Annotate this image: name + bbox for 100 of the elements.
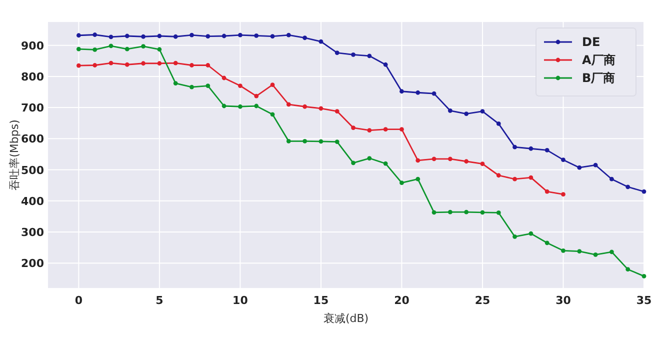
point — [642, 189, 646, 194]
point — [334, 50, 340, 55]
point — [528, 175, 534, 180]
point — [480, 210, 485, 215]
point — [286, 32, 291, 38]
point — [400, 127, 404, 132]
x-tick-label: 20 — [394, 294, 410, 307]
point — [238, 84, 242, 88]
point — [270, 112, 275, 117]
y-tick-label: 500 — [21, 164, 44, 177]
point — [464, 112, 469, 116]
x-tick-label: 15 — [313, 294, 329, 307]
point — [206, 84, 210, 88]
point — [222, 34, 226, 38]
point — [609, 250, 614, 254]
x-tick-label: 10 — [232, 294, 248, 307]
point — [334, 109, 340, 114]
point — [512, 144, 517, 150]
point — [577, 165, 582, 170]
x-tick-label: 0 — [74, 294, 83, 307]
point — [157, 47, 162, 52]
point — [108, 44, 114, 48]
point — [92, 47, 98, 52]
point — [416, 176, 420, 182]
point — [190, 63, 194, 68]
point — [400, 180, 404, 186]
point — [254, 33, 259, 38]
point — [464, 159, 469, 164]
point — [108, 34, 114, 40]
point — [92, 63, 98, 68]
point — [432, 156, 436, 162]
point — [480, 109, 485, 114]
point — [76, 63, 81, 68]
point — [238, 32, 242, 38]
point — [173, 60, 178, 66]
point — [190, 32, 194, 38]
point — [464, 210, 469, 214]
x-tick-label: 5 — [156, 294, 164, 307]
point — [544, 189, 550, 194]
point — [222, 76, 226, 80]
point — [318, 139, 324, 144]
point — [528, 146, 534, 151]
point — [173, 81, 178, 86]
y-tick-label: 600 — [21, 132, 44, 146]
point — [383, 127, 388, 132]
x-tick-label: 30 — [556, 294, 572, 307]
legend-label: A厂商 — [582, 53, 616, 67]
legend-label: DE — [582, 35, 600, 49]
point — [626, 267, 630, 272]
point — [593, 162, 598, 168]
point — [351, 52, 356, 57]
point — [302, 104, 308, 109]
point — [254, 104, 259, 108]
point — [157, 61, 162, 66]
point — [270, 34, 275, 39]
x-tick-label: 25 — [474, 294, 490, 307]
point — [108, 60, 114, 66]
point — [206, 63, 210, 68]
point — [367, 54, 372, 58]
point — [124, 62, 130, 67]
point — [351, 160, 356, 166]
point — [642, 274, 646, 278]
point — [561, 248, 566, 253]
legend-label: B厂商 — [582, 71, 616, 85]
point — [496, 122, 501, 126]
point — [141, 44, 146, 48]
point — [496, 173, 501, 178]
y-tick-label: 200 — [21, 257, 44, 270]
point — [238, 104, 242, 109]
point — [141, 61, 146, 66]
point — [400, 89, 404, 94]
point — [141, 34, 146, 39]
y-tick-label: 400 — [21, 194, 44, 208]
y-tick-label: 900 — [21, 39, 44, 52]
point — [577, 249, 582, 254]
point — [124, 34, 130, 38]
point — [416, 90, 420, 95]
point — [351, 126, 356, 130]
point — [190, 84, 194, 90]
point — [512, 176, 517, 182]
point — [286, 102, 291, 107]
x-tick-label: 35 — [636, 294, 652, 307]
point — [92, 32, 98, 37]
point — [302, 36, 308, 40]
point — [561, 158, 566, 162]
point — [157, 34, 162, 38]
point — [432, 91, 436, 96]
point — [286, 138, 291, 144]
point — [367, 156, 372, 160]
point — [480, 162, 485, 166]
x-axis-title: 衰减(dB) — [323, 312, 369, 325]
point — [432, 210, 436, 215]
point — [496, 210, 501, 215]
point — [561, 192, 566, 197]
point — [367, 128, 372, 132]
y-tick-label: 800 — [21, 70, 44, 84]
point — [544, 240, 550, 246]
point — [318, 39, 324, 44]
point — [448, 156, 452, 162]
point — [626, 184, 630, 190]
